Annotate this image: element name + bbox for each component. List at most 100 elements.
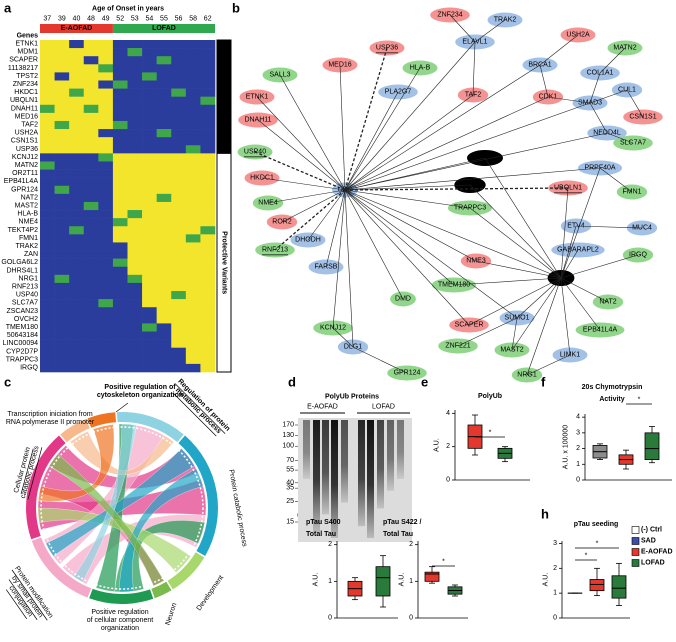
heatmap-cell (142, 299, 157, 308)
gene-label: DHRS4L1 (6, 267, 38, 274)
chart-title-line: PolyUb (478, 393, 502, 400)
heatmap-cell (200, 234, 216, 243)
heatmap-cell (112, 193, 128, 203)
heatmap-cell (171, 242, 187, 251)
heatmap-cell (171, 339, 187, 349)
gene-label: EPB41L4A (4, 178, 39, 185)
edge (599, 167, 633, 193)
heatmap-cell (127, 145, 143, 154)
heatmap-cell (185, 331, 201, 340)
gene-label: FMN1 (19, 235, 38, 242)
node-label: NAT2 (599, 299, 616, 306)
heatmap-cell (185, 258, 201, 268)
heatmap-cell (69, 48, 85, 57)
heatmap-cell (156, 226, 172, 235)
heatmap-cell (127, 40, 143, 49)
heatmap-cell (171, 48, 187, 57)
y-tick-label: 2 (409, 541, 413, 548)
heatmap-cell (185, 112, 201, 122)
edge (325, 189, 346, 268)
edge (267, 189, 346, 204)
heatmap-cell (83, 161, 99, 170)
heatmap-cell (127, 363, 143, 373)
heatmap-cell (142, 161, 157, 170)
heatmap-cell (200, 153, 216, 162)
heatmap-cell (142, 218, 157, 227)
heatmap-cell (200, 210, 216, 219)
y-tick-label: 1 (553, 590, 557, 597)
heatmap-cell (171, 363, 187, 373)
heatmap-cell (83, 137, 99, 146)
gene-label: NRG1 (19, 275, 39, 282)
y-tick-label: 1 (409, 578, 413, 585)
heatmap-cell (69, 307, 85, 316)
heatmap-cell (156, 242, 172, 251)
heatmap-cell (171, 282, 187, 292)
heatmap-cell (185, 72, 201, 81)
heatmap-cell (112, 307, 128, 316)
heatmap-cell (156, 48, 172, 57)
age-label: 56 (175, 16, 183, 23)
heatmap-cell (112, 72, 128, 81)
heatmap-cell (98, 258, 114, 268)
heatmap-cell (54, 218, 70, 227)
heatmap-cell (112, 129, 128, 138)
heatmap-cell (112, 339, 128, 349)
heatmap-cell (98, 299, 114, 308)
heatmap-cell (171, 258, 187, 268)
heatmap-cell (83, 40, 99, 49)
heatmap-cell (171, 307, 187, 316)
gene-label: IRGQ (20, 364, 38, 371)
node-label: EPB41L4A (583, 327, 618, 334)
blot-lane (322, 420, 329, 515)
heatmap-cell (112, 226, 128, 235)
edge (449, 14, 476, 43)
heatmap-cell (69, 88, 85, 97)
edge (589, 102, 608, 134)
heatmap-cell (112, 120, 128, 130)
edge (626, 89, 644, 118)
heatmap-cell (200, 88, 216, 97)
heatmap-cell (185, 307, 201, 316)
blot-lane (358, 420, 365, 527)
gene-label: NAT2 (21, 194, 38, 201)
heatmap-cell (83, 274, 99, 284)
heatmap-cell (142, 274, 157, 284)
group-bar (40, 24, 113, 33)
edge (344, 91, 399, 191)
marker-label: 130 (282, 432, 294, 439)
heatmap-cell (112, 137, 128, 146)
marker-label: 25 (286, 498, 294, 505)
chord-ribbon (70, 431, 174, 475)
heatmap-cell (83, 56, 99, 65)
heatmap-cell (142, 72, 157, 81)
heatmap-cell (156, 355, 172, 365)
heatmap-cell (112, 104, 128, 114)
network: UBCAPPPSEN1MAPTZNF234TRAK2USH2AUSP36ELAV… (237, 7, 663, 383)
heatmap-cell (200, 331, 216, 340)
lane-label: LOFAD (372, 404, 395, 411)
node-label: USH2A (566, 32, 590, 39)
heatmap-cell (156, 201, 172, 211)
heatmap-cell (142, 234, 157, 243)
y-axis-label: A.U. (434, 438, 441, 452)
gene-label: MDM1 (17, 49, 38, 56)
heatmap-cell (127, 226, 143, 235)
heatmap-cell (69, 104, 85, 114)
heatmap-cell (54, 307, 70, 316)
edge (332, 327, 354, 348)
heatmap-cell (200, 355, 216, 365)
heatmap-cell (98, 339, 114, 349)
heatmap-cell (40, 120, 55, 130)
chord-segment (87, 412, 117, 428)
heatmap-cell (83, 177, 99, 187)
heatmap-cell (185, 355, 201, 365)
heatmap-cell (185, 120, 201, 130)
edge (589, 72, 601, 104)
heatmap-cell (142, 242, 157, 251)
heatmap-cell (83, 242, 99, 251)
heatmap-cell (98, 282, 114, 292)
blot-lane (313, 420, 320, 533)
heatmap-cell (40, 104, 55, 114)
y-tick-label: 4 (446, 410, 450, 417)
